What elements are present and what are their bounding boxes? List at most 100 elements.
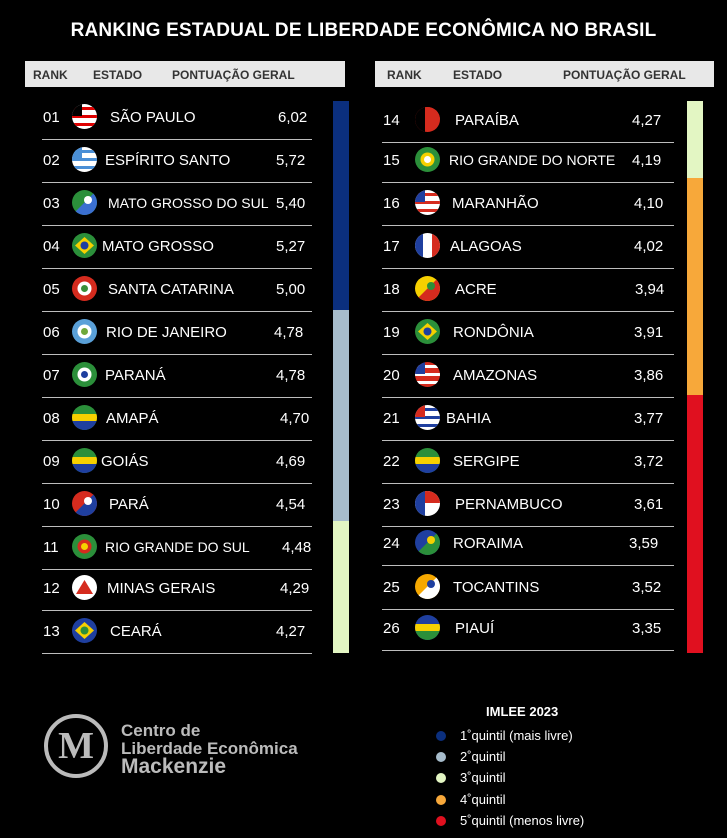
table-row: 26 PIAUÍ 3,35 (382, 607, 674, 651)
score-cell: 4,19 (632, 152, 662, 169)
state-name-cell: PIAUÍ (455, 620, 495, 637)
state-name-cell: BAHIA (446, 410, 492, 427)
quintile-band-q3 (333, 521, 349, 653)
rank-cell: 05 (43, 281, 60, 298)
state-flag-icon (415, 319, 440, 344)
header-rank: RANK (33, 68, 68, 82)
table-row: 11 RIO GRANDE DO SUL 4,48 (42, 526, 312, 570)
header-rank: RANK (387, 68, 422, 82)
state-flag-icon (72, 405, 97, 430)
state-name-cell: SERGIPE (453, 453, 520, 470)
rank-cell: 10 (43, 496, 60, 513)
legend-swatch (436, 795, 446, 805)
table-header-right: RANK ESTADO PONTUAÇÃO GERAL (375, 61, 714, 87)
table-row: 10 PARÁ 4,54 (42, 483, 312, 527)
legend-swatch (436, 752, 446, 762)
state-flag-icon (415, 362, 440, 387)
state-flag-icon (72, 575, 97, 600)
state-flag-icon (72, 362, 97, 387)
table-row: 05 SANTA CATARINA 5,00 (42, 268, 312, 312)
score-cell: 4,69 (276, 453, 306, 470)
score-cell: 3,61 (634, 496, 664, 513)
legend-item-q1: 1˚quintil (mais livre) (436, 728, 573, 743)
score-cell: 4,54 (276, 496, 306, 513)
rank-cell: 23 (383, 496, 400, 513)
quintile-band-q5 (687, 395, 703, 653)
legend-label: 1˚quintil (mais livre) (460, 728, 573, 743)
state-flag-icon (72, 618, 97, 643)
rank-cell: 17 (383, 238, 400, 255)
rank-cell: 24 (383, 535, 400, 552)
legend-label: 4˚quintil (460, 792, 506, 807)
state-flag-icon (72, 147, 97, 172)
score-cell: 3,91 (634, 324, 664, 341)
state-name-cell: PARÁ (109, 496, 149, 513)
legend-item-q3: 3˚quintil (436, 770, 506, 785)
legend-label: 2˚quintil (460, 749, 506, 764)
score-cell: 3,94 (635, 281, 665, 298)
state-name-cell: PARANÁ (105, 367, 166, 384)
rank-cell: 09 (43, 453, 60, 470)
table-row: 03 MATO GROSSO DO SUL 5,40 (42, 182, 312, 226)
state-name-cell: MATO GROSSO (102, 238, 214, 255)
table-row: 21 BAHIA 3,77 (382, 397, 674, 441)
state-name-cell: MARANHÃO (452, 195, 539, 212)
state-name-cell: PERNAMBUCO (455, 496, 563, 513)
score-cell: 4,78 (276, 367, 306, 384)
legend-swatch (436, 773, 446, 783)
table-row: 01 SÃO PAULO 6,02 (42, 96, 312, 140)
state-flag-icon (415, 491, 440, 516)
table-row: 22 SERGIPE 3,72 (382, 440, 674, 484)
table-row: 04 MATO GROSSO 5,27 (42, 225, 312, 269)
state-flag-icon (72, 319, 97, 344)
score-cell: 5,72 (276, 152, 306, 169)
rank-cell: 16 (383, 195, 400, 212)
state-name-cell: ACRE (455, 281, 497, 298)
score-cell: 3,52 (632, 579, 662, 596)
legend-title: IMLEE 2023 (486, 704, 559, 719)
rank-cell: 21 (383, 410, 400, 427)
legend-swatch (436, 816, 446, 826)
header-state: ESTADO (93, 68, 143, 82)
score-cell: 4,29 (280, 580, 310, 597)
table-row: 06 RIO DE JANEIRO 4,78 (42, 311, 312, 355)
score-cell: 4,70 (280, 410, 310, 427)
state-flag-icon (72, 534, 97, 559)
table-row: 23 PERNAMBUCO 3,61 (382, 483, 674, 527)
rank-cell: 13 (43, 623, 60, 640)
state-name-cell: ESPÍRITO SANTO (105, 152, 231, 169)
score-cell: 4,48 (282, 539, 312, 556)
state-flag-icon (415, 276, 440, 301)
state-flag-icon (415, 405, 440, 430)
table-row: 16 MARANHÃO 4,10 (382, 182, 674, 226)
rank-cell: 26 (383, 620, 400, 637)
legend-item-q4: 4˚quintil (436, 792, 506, 807)
quintile-band-q1 (333, 101, 349, 310)
logo-line2: Liberdade Econômica (121, 739, 298, 758)
state-name-cell: MINAS GERAIS (107, 580, 216, 597)
logo-text: Centro de Liberdade Econômica Mackenzie (121, 722, 298, 778)
score-cell: 3,77 (634, 410, 664, 427)
legend-label: 5˚quintil (menos livre) (460, 813, 585, 828)
rank-cell: 19 (383, 324, 400, 341)
state-flag-icon (415, 147, 440, 172)
header-score: PONTUAÇÃO GERAL (563, 68, 686, 82)
rank-cell: 06 (43, 324, 60, 341)
state-name-cell: GOIÁS (101, 453, 149, 470)
rank-cell: 20 (383, 367, 400, 384)
state-flag-icon (72, 190, 97, 215)
state-flag-icon (415, 190, 440, 215)
state-flag-icon (415, 233, 440, 258)
state-name-cell: RONDÔNIA (453, 324, 534, 341)
rank-cell: 01 (43, 109, 60, 126)
quintile-band-q2 (333, 310, 349, 521)
table-row: 24 RORAIMA 3,59 (382, 522, 674, 566)
rank-cell: 11 (43, 539, 59, 556)
rank-cell: 14 (383, 112, 400, 129)
legend-swatch (436, 731, 446, 741)
rank-cell: 22 (383, 453, 400, 470)
state-name-cell: RIO GRANDE DO NORTE (449, 152, 616, 168)
state-name-cell: CEARÁ (110, 623, 162, 640)
score-cell: 3,59 (629, 535, 659, 552)
score-cell: 4,27 (632, 112, 662, 129)
